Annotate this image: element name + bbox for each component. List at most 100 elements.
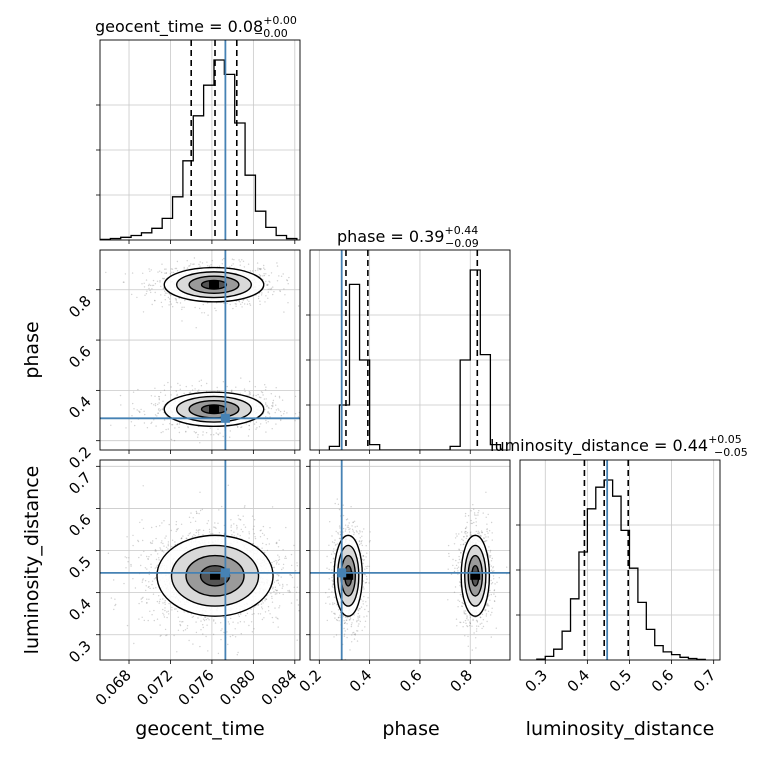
sample-point [486, 523, 488, 525]
sample-point [175, 299, 177, 301]
sample-point [219, 432, 221, 434]
truth-marker [220, 413, 230, 423]
sample-point [159, 270, 161, 272]
sample-point [202, 618, 205, 620]
sample-point [142, 311, 145, 313]
sample-point [268, 274, 270, 277]
sample-point [248, 428, 250, 431]
sample-point [346, 518, 349, 520]
sample-point [143, 422, 146, 424]
sample-point [260, 529, 262, 531]
sample-point [255, 394, 257, 397]
sample-point [145, 589, 147, 592]
sample-point [134, 587, 137, 589]
sample-point [163, 614, 165, 616]
hist-bar [193, 116, 203, 240]
sample-point [282, 585, 284, 587]
sample-point [144, 413, 146, 416]
sample-point [165, 634, 167, 637]
sample-point [140, 554, 142, 556]
hist-bar [152, 228, 162, 240]
sample-point [202, 534, 204, 536]
sample-point [266, 284, 268, 286]
title-phase-plus: +0.44 [444, 224, 478, 237]
sample-point [165, 546, 168, 548]
sample-point [227, 643, 229, 646]
sample-point [236, 528, 238, 530]
sample-point [122, 281, 125, 283]
sample-point [255, 421, 258, 423]
sample-point [338, 525, 341, 527]
sample-point [123, 582, 125, 585]
sample-point [125, 557, 128, 559]
hist-bar [162, 218, 172, 240]
sample-point [357, 617, 359, 619]
sample-point [148, 598, 150, 600]
sample-point [168, 613, 170, 615]
sample-point [480, 530, 483, 532]
sample-point [158, 559, 160, 561]
sample-point [368, 565, 370, 568]
sample-point [221, 505, 223, 508]
xlabel-geocent-time: geocent_time [135, 718, 264, 740]
sample-point [214, 522, 216, 524]
sample-point [348, 661, 349, 662]
sample-point [241, 301, 244, 304]
sample-point [149, 289, 151, 292]
sample-point [366, 615, 368, 617]
sample-point [490, 593, 492, 596]
sample-point [167, 381, 169, 384]
sample-point [296, 562, 298, 564]
sample-point [352, 619, 355, 621]
sample-point [265, 402, 267, 404]
sample-point [266, 405, 268, 408]
sample-point [105, 271, 107, 274]
sample-point [213, 620, 215, 622]
sample-point [188, 533, 190, 535]
sample-point [260, 391, 263, 393]
sample-point [160, 294, 162, 296]
sample-point [191, 385, 193, 387]
sample-point [265, 543, 267, 546]
sample-point [336, 604, 338, 606]
sample-point [263, 617, 265, 619]
sample-point [205, 432, 208, 434]
sample-point [176, 423, 178, 426]
sample-point [171, 424, 174, 426]
sample-point [206, 261, 208, 263]
sample-point [168, 304, 170, 306]
sample-point [248, 533, 250, 535]
sample-point [154, 299, 156, 302]
sample-point [280, 576, 282, 578]
sample-point [227, 484, 229, 486]
sample-point [473, 508, 475, 510]
sample-point [308, 563, 309, 564]
sample-point [278, 574, 280, 576]
sample-point [238, 300, 240, 302]
sample-point [346, 526, 349, 528]
sample-point [114, 604, 116, 607]
sample-point [147, 586, 150, 588]
sample-point [165, 268, 167, 270]
sample-point [274, 589, 277, 591]
sample-point [206, 624, 208, 626]
sample-point [159, 547, 161, 549]
sample-point [274, 586, 277, 588]
sample-point [151, 583, 153, 586]
sample-point [464, 527, 467, 530]
sample-point [213, 619, 215, 621]
sample-point [261, 391, 264, 394]
sample-point [234, 628, 236, 630]
sample-point [367, 610, 370, 613]
sample-point [157, 412, 159, 414]
sample-point [338, 620, 340, 622]
sample-point [198, 534, 200, 536]
sample-point [161, 540, 163, 542]
sample-point [269, 288, 271, 290]
panel-frame [519, 459, 721, 661]
sample-point [161, 408, 163, 410]
sample-point [210, 434, 212, 436]
sample-point [260, 396, 262, 399]
sample-point [194, 535, 196, 537]
hist-bar [554, 649, 562, 660]
